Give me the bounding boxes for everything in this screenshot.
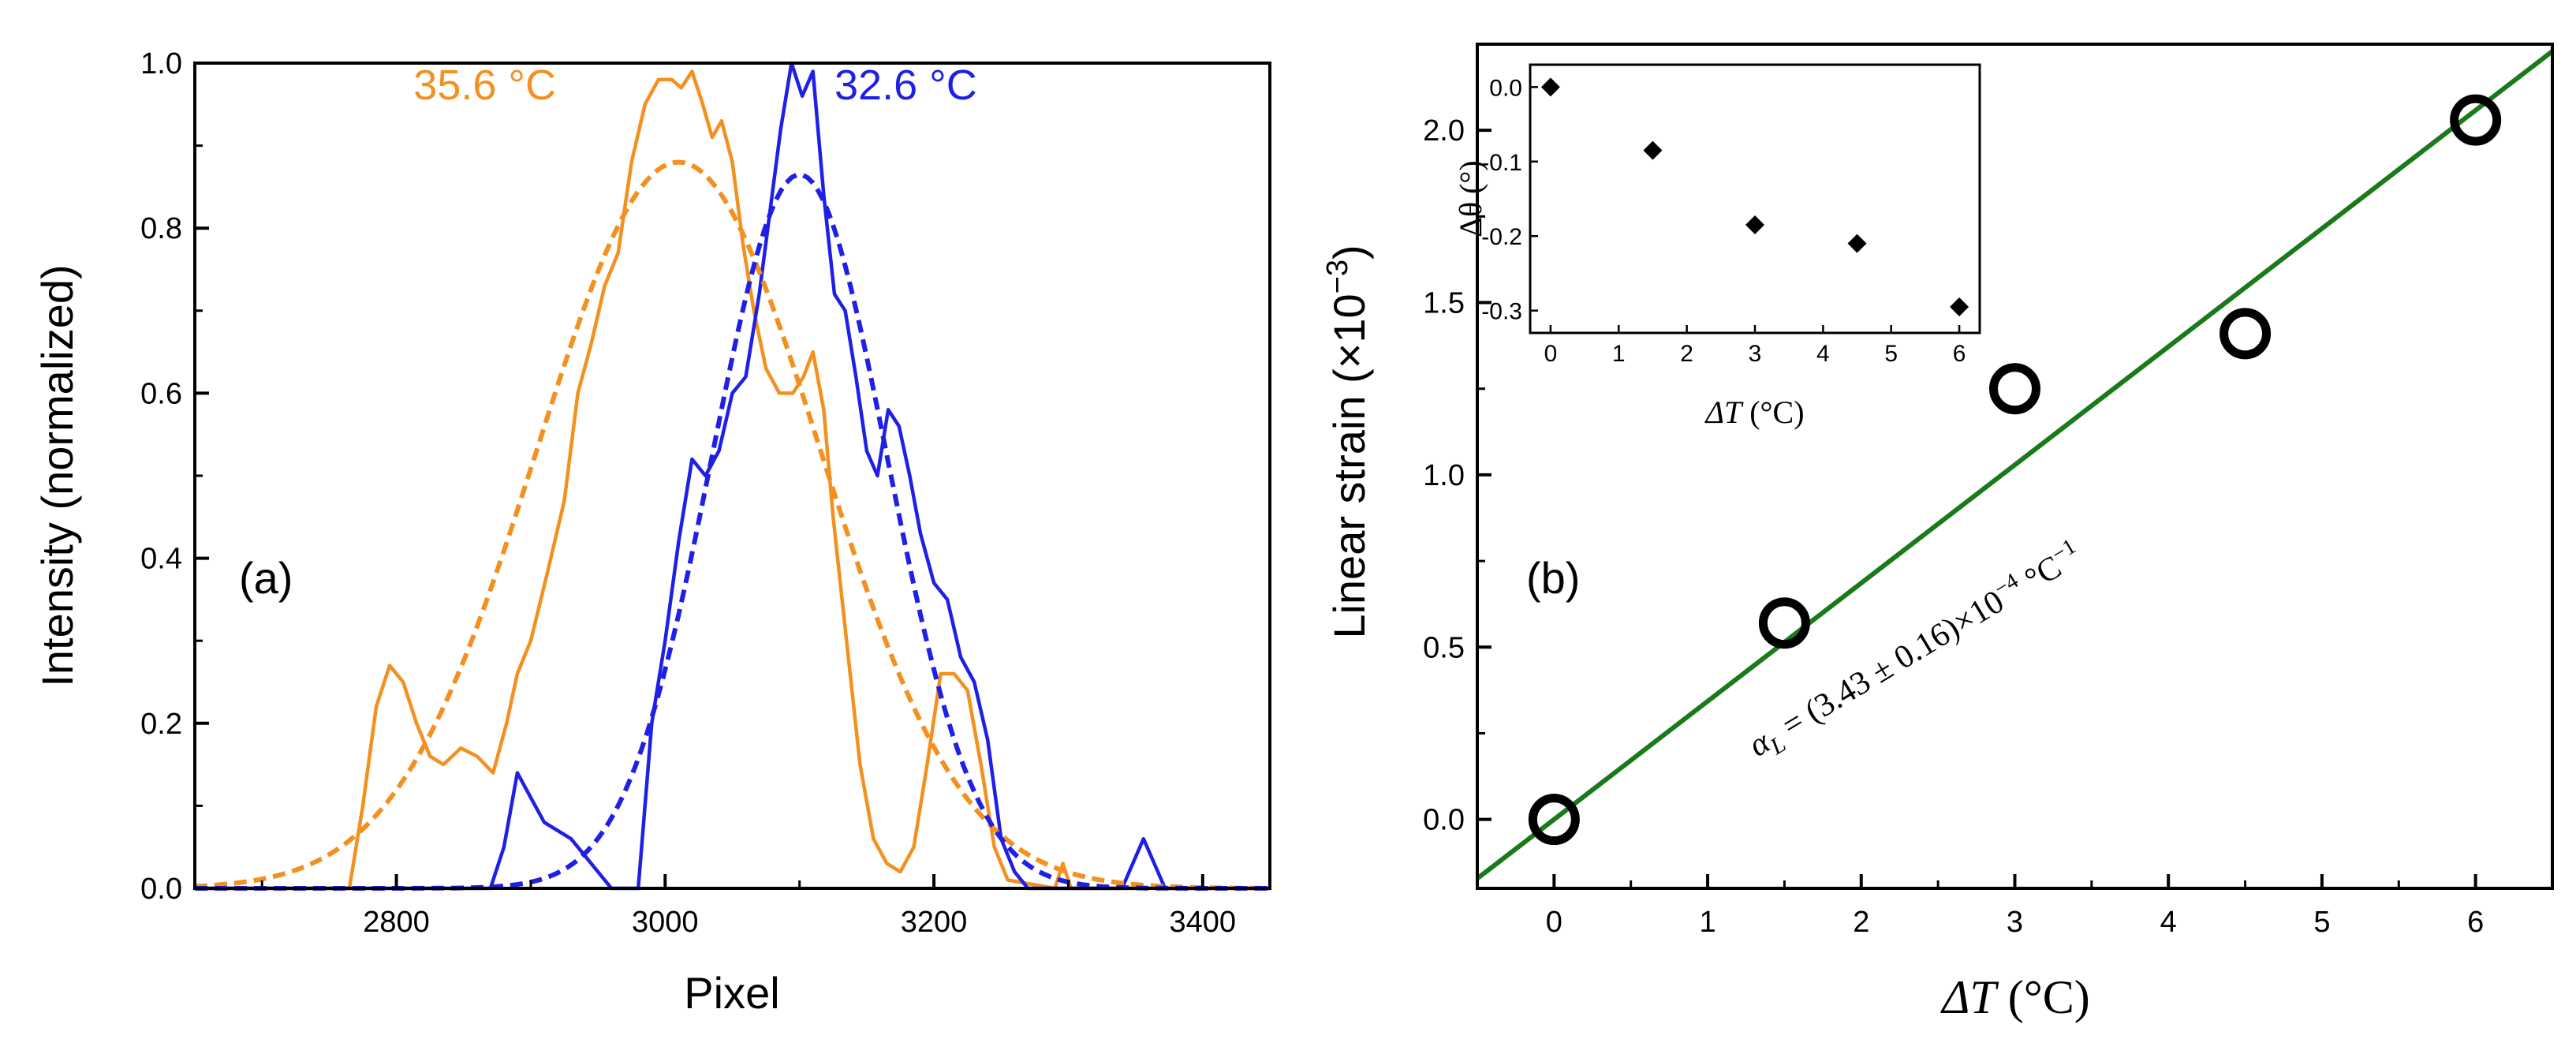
inset-x-tick-label: 0 xyxy=(1544,341,1558,367)
panel-b-ylabel-text: Linear strain (×10 xyxy=(1324,293,1374,638)
x-tick-label: 3 xyxy=(2007,906,2023,939)
y-tick-label: 0.8 xyxy=(140,212,182,245)
x-tick-label: 5 xyxy=(2313,906,2330,939)
panel-a: 2800 3000 3200 3400 0.0 0.2 0.4 0.6 0.8 1.0 Pixel… xyxy=(32,47,1271,1018)
y-tick-label: 2.0 xyxy=(1423,114,1465,148)
panel-b-ylabel: Linear strain (×10−3) xyxy=(1321,245,1374,638)
data-point xyxy=(2450,94,2502,146)
panel-a-frame xyxy=(193,62,1271,890)
x-tick-label: 6 xyxy=(2467,906,2484,939)
data-point xyxy=(2219,308,2272,360)
inset-data-point xyxy=(1643,140,1663,160)
x-tick-label: 2800 xyxy=(363,906,430,939)
inset-x-tick-label: 6 xyxy=(1953,341,1966,367)
inset-points xyxy=(1540,77,1969,316)
data-point xyxy=(1528,794,1580,846)
panel-b-label: (b) xyxy=(1526,553,1580,603)
fit-line xyxy=(1476,49,2554,880)
inset-data-point xyxy=(1745,215,1764,235)
panel-b-xlabel: ΔT (°C) xyxy=(1940,971,2090,1023)
y-tick-label: 0.0 xyxy=(140,873,182,906)
legend-label-32-6: 32.6 °C xyxy=(834,62,977,109)
x-tick-label: 0 xyxy=(1546,906,1562,939)
series-line-2 xyxy=(194,159,1271,891)
y-tick-label: 0.6 xyxy=(140,377,182,410)
panel-a-series xyxy=(194,61,1271,891)
inset-y-tick-label: -0.3 xyxy=(1481,299,1522,325)
y-tick-label: 1.0 xyxy=(140,47,182,80)
panel-b-ylabel-close: ) xyxy=(1324,245,1374,260)
inset-chart: 0 1 2 3 4 5 6 0.0 -0.1 -0.2 -0.3 ΔT (°C) Δθ (°) xyxy=(1453,63,1981,430)
inset-y-tick-label: -0.2 xyxy=(1481,224,1522,250)
y-tick-label: 0.2 xyxy=(140,708,182,741)
y-tick-label: 0.5 xyxy=(1423,631,1465,664)
x-tick-label: 3200 xyxy=(901,906,968,939)
panel-b-xlabel-symbol: ΔT xyxy=(1940,971,1999,1023)
panel-b-fit-line-group xyxy=(1476,49,2554,880)
series-line-1 xyxy=(195,61,1270,891)
inset-ylabel: Δθ (°) xyxy=(1453,160,1488,237)
panel-a-ylabel: Intensity (normalized) xyxy=(32,264,82,686)
y-tick-label: 1.5 xyxy=(1423,287,1465,320)
y-tick-label: 1.0 xyxy=(1423,459,1465,492)
panel-b: 0 1 2 3 4 5 6 0.0 0.5 1.0 1.5 2.0 ΔT (°C) Linear st… xyxy=(1321,43,2554,1023)
x-tick-label: 1 xyxy=(1700,906,1716,939)
x-tick-label: 3400 xyxy=(1170,906,1237,939)
inset-y-tick-label: -0.1 xyxy=(1481,150,1522,176)
inset-data-point xyxy=(1847,234,1867,253)
inset-frame xyxy=(1529,63,1981,335)
panel-b-ticks: 0 1 2 3 4 5 6 0.0 0.5 1.0 1.5 2.0 xyxy=(1423,114,2554,939)
panel-b-xlabel-unit: (°C) xyxy=(1996,971,2090,1023)
series-line-3 xyxy=(195,172,1270,891)
inset-x-tick-label: 4 xyxy=(1816,341,1830,367)
inset-x-tick-label: 5 xyxy=(1884,341,1898,367)
panel-a-xlabel: Pixel xyxy=(684,968,779,1018)
inset-xlabel-unit: (°C) xyxy=(1742,394,1804,430)
y-tick-label: 0.4 xyxy=(140,543,182,576)
inset-data-point xyxy=(1950,297,1969,316)
data-point xyxy=(1758,597,1810,649)
fit-equation-label: αL = (3.43 ± 0.16)×10−4 °C−1 xyxy=(1741,534,2090,769)
inset-x-tick-label: 3 xyxy=(1749,341,1762,367)
panel-a-ticks: 2800 3000 3200 3400 0.0 0.2 0.4 0.6 0.8 1.0 xyxy=(140,47,1236,939)
inset-data-point xyxy=(1540,77,1560,97)
inset-x-tick-label: 1 xyxy=(1612,341,1626,367)
series-line-0 xyxy=(195,69,1270,891)
x-tick-label: 3000 xyxy=(632,906,699,939)
inset-y-tick-label: 0.0 xyxy=(1489,75,1522,101)
y-tick-label: 0.0 xyxy=(1423,804,1465,837)
panel-a-label: (a) xyxy=(239,553,293,603)
inset-xlabel: ΔT (°C) xyxy=(1704,394,1804,430)
data-point xyxy=(1989,363,2040,415)
inset-x-tick-label: 2 xyxy=(1680,341,1693,367)
x-tick-label: 4 xyxy=(2160,906,2177,939)
inset-xlabel-symbol: ΔT xyxy=(1704,394,1743,430)
panel-b-ylabel-exp: −3 xyxy=(1321,260,1354,293)
x-tick-label: 2 xyxy=(1853,906,1869,939)
panel-b-points xyxy=(1528,94,2502,846)
legend-label-35-6: 35.6 °C xyxy=(413,62,556,109)
inset-ticks: 0 1 2 3 4 5 6 0.0 -0.1 -0.2 -0.3 xyxy=(1481,75,1966,367)
